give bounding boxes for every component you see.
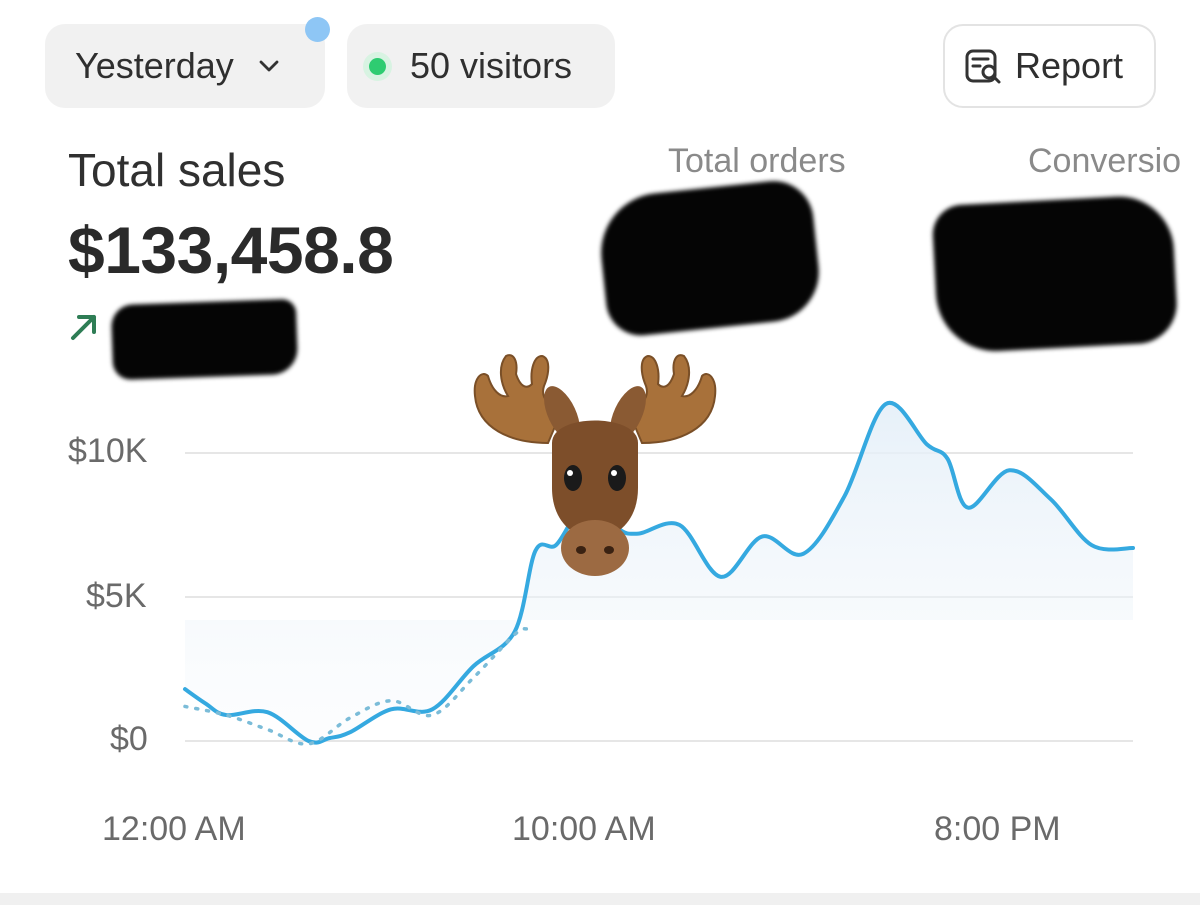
report-search-icon: [965, 49, 1001, 84]
bottom-divider: [0, 893, 1200, 905]
date-range-dropdown[interactable]: Yesterday: [45, 24, 325, 108]
conversion-tab[interactable]: Conversio: [1028, 142, 1182, 180]
date-range-label: Yesterday: [75, 45, 234, 86]
y-tick-label: $5K: [86, 577, 147, 615]
chevron-down-icon: [259, 60, 279, 72]
x-tick-label: 8:00 PM: [934, 810, 1061, 848]
total-sales-value: $133,458.8: [68, 213, 394, 287]
trend-up-arrow-icon: [71, 315, 96, 340]
y-tick-label: $10K: [68, 432, 148, 470]
visitors-count: 50 visitors: [410, 45, 573, 86]
live-visitors-pill[interactable]: 50 visitors: [347, 24, 615, 108]
report-label: Report: [1015, 45, 1124, 86]
live-status-icon: [369, 57, 386, 75]
total-orders-tab[interactable]: Total orders: [668, 142, 846, 180]
report-button[interactable]: Report: [943, 24, 1156, 108]
moose-emoji: [473, 354, 717, 576]
notification-dot: [305, 17, 330, 42]
x-tick-label: 10:00 AM: [512, 810, 656, 848]
y-tick-label: $0: [110, 720, 148, 758]
total-sales-label: Total sales: [68, 144, 286, 196]
series-area-fill: [185, 402, 1133, 743]
x-tick-label: 12:00 AM: [102, 810, 246, 848]
